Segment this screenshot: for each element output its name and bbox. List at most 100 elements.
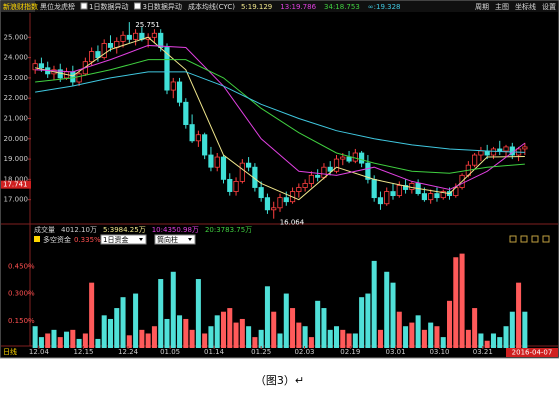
fund-bar [359, 297, 365, 348]
candle-body [89, 51, 95, 63]
y-tick-label: 21.000 [4, 115, 29, 123]
fund-bar [283, 293, 289, 348]
fund-bar [51, 329, 57, 348]
y-tick-label: 24.000 [4, 54, 29, 62]
volume-info: 20:3783.75万 [205, 226, 252, 234]
fund-bar [503, 326, 509, 348]
fund-bar [453, 257, 459, 348]
volume-info: 成交量 [34, 225, 55, 234]
candle-body [76, 73, 82, 83]
toolbar-button[interactable]: 周期 [475, 3, 489, 11]
fund-bar [333, 326, 340, 348]
fund-bar [202, 333, 208, 348]
fund-bar [522, 311, 528, 348]
icon[interactable] [509, 235, 517, 243]
candle-body [208, 154, 214, 168]
x-tick-label: 01.05 [160, 348, 180, 356]
x-tick-label: 03.21 [473, 348, 493, 356]
fund-bar [264, 286, 270, 348]
fund-bar [484, 340, 490, 348]
toolbar-item[interactable]: 3日数据异动 [142, 2, 181, 11]
candle-body [434, 193, 440, 199]
y-tick-label: 25.000 [4, 33, 29, 41]
fund-bar [227, 308, 233, 348]
fund-bar [246, 326, 252, 348]
date-box [506, 348, 558, 357]
y-tick-label: 22.000 [4, 94, 29, 102]
volume-info: 4012.10万 [61, 226, 97, 234]
toolbar-button[interactable]: 主图 [495, 2, 509, 11]
toolbar-item[interactable]: 1日数据异动 [89, 2, 128, 11]
toolbar-button[interactable]: 设置 [542, 2, 556, 11]
candle-body [327, 166, 333, 172]
fund-bar [277, 333, 283, 348]
fund-bar [45, 333, 51, 348]
fund-bar [340, 329, 346, 348]
fund-bar [208, 326, 214, 348]
candle-body [377, 197, 384, 205]
dropdown-text[interactable]: 1日资金 [103, 235, 128, 244]
icon[interactable] [520, 235, 528, 243]
fund-bar [490, 333, 496, 348]
dropdown[interactable] [154, 234, 196, 245]
candle-body [246, 162, 252, 168]
fund-bar [126, 335, 132, 348]
toolbar-item[interactable]: 成本均线(CYC) [188, 2, 235, 11]
fund-bar [415, 315, 421, 348]
y-tick-label: 18.000 [4, 175, 29, 183]
toolbar-button[interactable]: 坐标线 [515, 2, 536, 11]
fund-bar [258, 329, 264, 348]
ma-line [35, 59, 525, 174]
x-tick-label: 12.24 [118, 348, 139, 356]
ma-line [35, 36, 525, 201]
candle-body [409, 183, 415, 190]
toolbar [1, 1, 558, 12]
icon[interactable] [542, 235, 550, 243]
fund-bar [233, 322, 239, 348]
fund-bar [76, 338, 82, 348]
fund-bar [38, 337, 44, 348]
candle-body [220, 156, 227, 180]
y-tick-label: 0.450% [8, 262, 35, 270]
candle-body [164, 47, 170, 91]
candle-body [132, 32, 139, 40]
fund-bar [478, 333, 484, 348]
fund-bar [296, 322, 302, 348]
fund-bar [120, 297, 126, 348]
fund-bar [151, 326, 157, 348]
fund-bar [346, 333, 352, 348]
candle-body [202, 134, 208, 156]
volume-info: 5:3984.25万 [103, 226, 146, 234]
dropdown-arrow [139, 238, 143, 241]
candle-body [189, 124, 195, 142]
y-tick-label: 0.150% [8, 317, 35, 325]
candle-body [176, 81, 183, 103]
fund-bar [377, 329, 383, 348]
title-box [1, 1, 35, 12]
checkbox[interactable] [80, 2, 88, 10]
fund-bar [145, 333, 151, 348]
candle-body [195, 134, 201, 142]
y-tick-label: 0.300% [8, 290, 35, 298]
fund-bar [497, 337, 503, 348]
candle-body [151, 32, 158, 38]
icon[interactable] [531, 235, 539, 243]
candle-body [302, 183, 308, 188]
x-tick-label: 01.14 [204, 348, 225, 356]
x-tick-label: 01.25 [251, 348, 271, 356]
dropdown-arrow [188, 238, 192, 241]
toolbar-item[interactable]: 黑位龙虎榜 [40, 2, 75, 11]
dropdown[interactable] [100, 234, 147, 245]
candle-body [352, 152, 358, 162]
candle-body [258, 187, 264, 199]
candle-body [170, 81, 176, 91]
fund-bar [82, 333, 88, 348]
fund-bar [32, 326, 38, 348]
ma-label: ∞:19.328 [368, 3, 401, 11]
candle-body [359, 152, 365, 164]
price-marker [1, 180, 31, 189]
dropdown-text[interactable]: 筒向柱 [157, 235, 178, 244]
checkbox[interactable] [133, 2, 141, 10]
candle-body [95, 51, 101, 59]
candle-body [346, 156, 352, 162]
